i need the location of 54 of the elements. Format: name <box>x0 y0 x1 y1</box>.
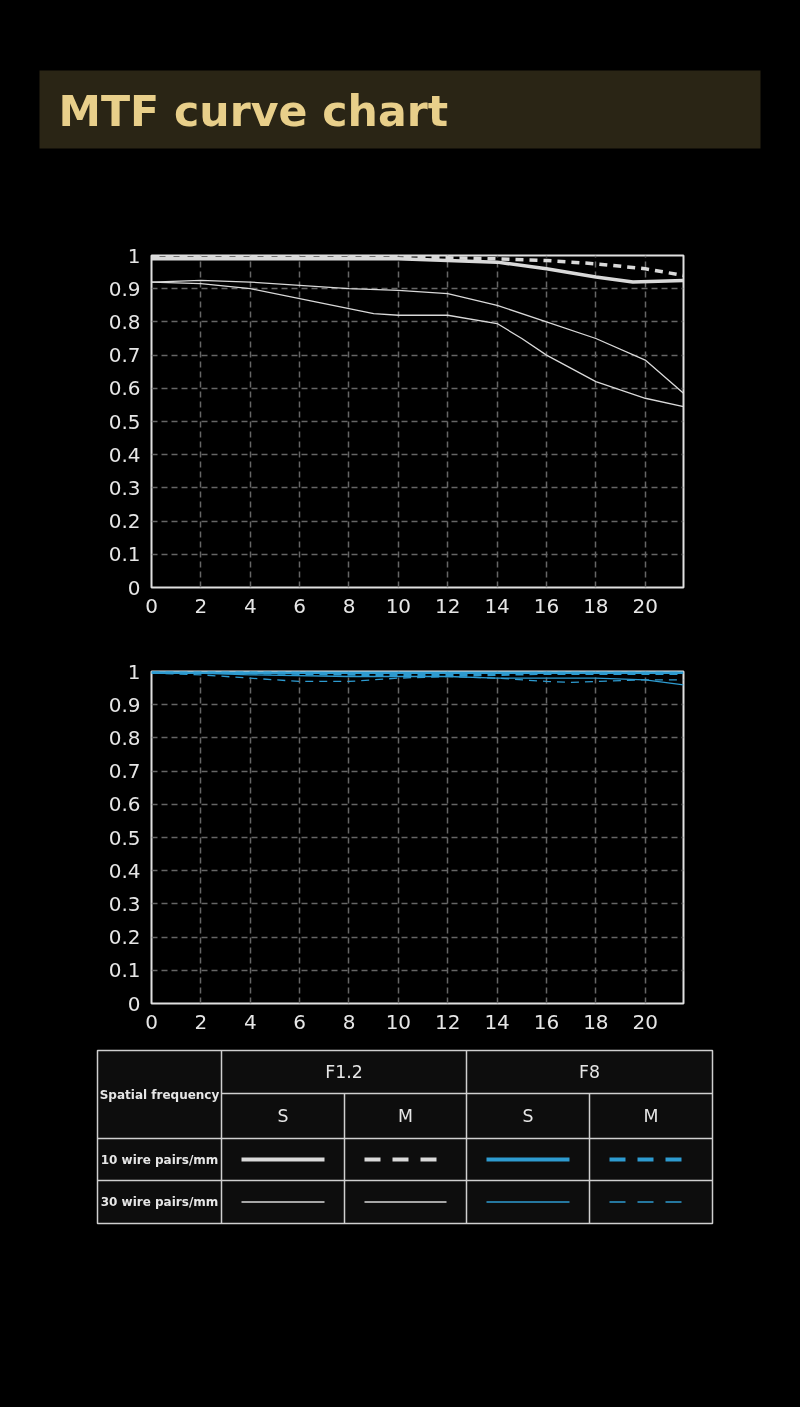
y-tick-label: 0.6 <box>108 792 141 817</box>
y-tick-label: 0.5 <box>108 409 141 434</box>
x-tick-label: 4 <box>243 593 257 618</box>
x-tick-label: 8 <box>342 593 356 618</box>
x-tick-label: 12 <box>435 593 461 618</box>
y-tick-label: 0 <box>127 991 141 1016</box>
x-tick-label: 14 <box>484 1009 510 1034</box>
x-tick-label: 0 <box>145 593 158 618</box>
y-tick-label: 0.1 <box>108 542 141 567</box>
text: 30 wire pairs/mm <box>100 1195 219 1209</box>
x-tick-label: 14 <box>484 593 510 618</box>
x-tick-label: 20 <box>632 1009 658 1034</box>
x-tick-label: 6 <box>293 593 306 618</box>
x-tick-label: 18 <box>583 593 609 618</box>
y-tick-label: 0.8 <box>108 309 141 334</box>
text: F1.2 <box>325 1062 363 1082</box>
y-tick-label: 0.5 <box>108 825 141 850</box>
x-tick-label: 18 <box>583 1009 609 1034</box>
y-tick-label: 0.4 <box>108 858 141 883</box>
y-tick-label: 0.9 <box>108 276 141 301</box>
x-tick-label: 10 <box>385 593 412 618</box>
chart-title: MTF curve chart <box>58 85 449 136</box>
y-tick-label: 0.1 <box>108 958 141 983</box>
y-tick-label: 0 <box>127 575 141 600</box>
text: S <box>277 1106 289 1126</box>
y-tick-label: 0.4 <box>108 442 141 467</box>
text: M <box>398 1106 413 1126</box>
x-tick-label: 6 <box>293 1009 306 1034</box>
text: 10 wire pairs/mm <box>100 1152 219 1167</box>
y-tick-label: 0.9 <box>108 692 141 717</box>
y-tick-label: 0.8 <box>108 725 141 750</box>
y-tick-label: 0.7 <box>108 343 141 368</box>
x-tick-label: 12 <box>435 1009 461 1034</box>
x-tick-label: 10 <box>385 1009 412 1034</box>
text: S <box>522 1106 534 1126</box>
text: F8 <box>579 1062 600 1082</box>
x-tick-label: 2 <box>194 593 208 618</box>
x-tick-label: 2 <box>194 1009 208 1034</box>
x-tick-label: 16 <box>533 593 560 618</box>
x-tick-label: 20 <box>632 593 658 618</box>
y-tick-label: 0.6 <box>108 376 141 401</box>
y-tick-label: 0.2 <box>108 925 141 950</box>
y-tick-label: 0.3 <box>108 891 141 916</box>
y-tick-label: 1 <box>127 243 141 268</box>
y-tick-label: 1 <box>127 659 141 684</box>
y-tick-label: 0.7 <box>108 759 141 784</box>
x-tick-label: 0 <box>145 1009 158 1034</box>
y-tick-label: 0.3 <box>108 475 141 500</box>
x-tick-label: 8 <box>342 1009 356 1034</box>
text: M <box>643 1106 659 1126</box>
text: Spatial frequency <box>99 1087 220 1102</box>
x-tick-label: 16 <box>533 1009 560 1034</box>
x-tick-label: 4 <box>243 1009 257 1034</box>
y-tick-label: 0.2 <box>108 509 141 534</box>
